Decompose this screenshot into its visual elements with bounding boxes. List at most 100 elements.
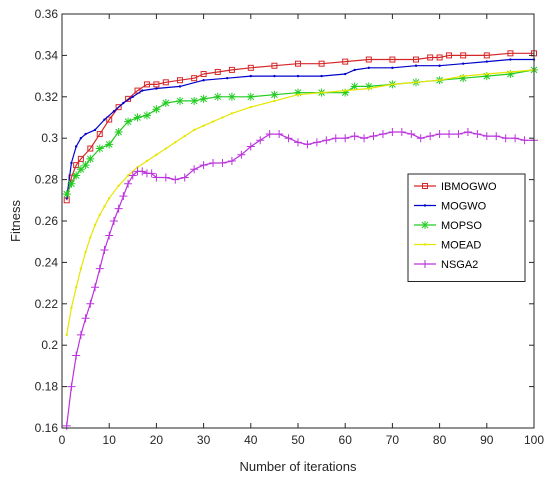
data-point-ibmogwo: [427, 54, 434, 61]
data-point-nsga2: [312, 138, 321, 147]
data-point-mopso: [190, 96, 199, 105]
data-point-moead: [192, 128, 196, 132]
data-point-mogwo: [93, 128, 97, 132]
data-point-mopso: [72, 171, 81, 180]
x-tick-label: 80: [433, 433, 447, 447]
data-point-ibmogwo: [73, 162, 80, 169]
y-tick-label: 0.2: [41, 338, 58, 352]
y-tick-label: 0.3: [41, 131, 58, 145]
data-point-nsga2: [62, 421, 71, 430]
data-point-mogwo: [296, 74, 300, 78]
data-point-nsga2: [138, 167, 147, 176]
data-point-ibmogwo: [200, 71, 207, 78]
data-point-mogwo: [74, 145, 78, 148]
data-point-mogwo: [155, 87, 158, 90]
data-point-moead: [320, 91, 323, 94]
data-point-moead: [98, 213, 101, 216]
y-tick-label: 0.22: [35, 297, 59, 311]
series-ibmogwo: [63, 50, 537, 204]
data-point-mopso: [364, 82, 373, 91]
series-line-ibmogwo: [66, 52, 534, 201]
data-point-mopso: [152, 105, 161, 114]
data-point-ibmogwo: [87, 145, 94, 152]
data-point-moead: [117, 184, 120, 188]
data-point-moead: [103, 205, 106, 208]
data-point-nsga2: [95, 264, 104, 273]
data-point-mogwo: [391, 66, 394, 70]
data-point-moead: [344, 89, 347, 92]
data-point-nsga2: [294, 138, 302, 147]
data-point-nsga2: [147, 169, 156, 178]
series-layer: [62, 50, 538, 430]
data-point-moead: [174, 141, 177, 144]
data-point-ibmogwo: [77, 155, 84, 162]
data-point-ibmogwo: [271, 62, 278, 69]
data-point-mogwo: [178, 85, 182, 88]
data-point-moead: [108, 197, 111, 200]
data-point-nsga2: [473, 130, 482, 139]
data-point-mopso: [142, 111, 151, 120]
y-tick-label: 0.24: [35, 255, 59, 269]
data-point-mopso: [176, 96, 184, 105]
data-point-moead: [273, 99, 276, 103]
x-tick-label: 60: [339, 433, 353, 447]
data-point-mogwo: [131, 95, 134, 99]
data-point-nsga2: [218, 159, 227, 168]
x-axis: 0 10 20 30 40 50 60 70 80 90 100: [59, 14, 544, 447]
data-point-mogwo: [103, 118, 106, 121]
data-point-ibmogwo: [318, 60, 325, 67]
data-point-mopso: [76, 165, 85, 174]
data-point-moead: [391, 83, 394, 86]
data-point-nsga2: [501, 134, 510, 143]
series-nsga2: [62, 127, 538, 430]
data-point-moead: [74, 286, 78, 289]
data-point-nsga2: [209, 159, 218, 168]
data-point-moead: [79, 267, 83, 270]
data-point-nsga2: [435, 130, 444, 139]
data-point-mopso: [81, 161, 90, 170]
x-tick-label: 100: [524, 433, 544, 447]
legend-item-mopso: MOPSO: [414, 220, 482, 232]
data-point-ibmogwo: [365, 56, 372, 63]
data-point-mopso: [227, 92, 236, 101]
data-point-mopso: [62, 190, 71, 199]
data-point-nsga2: [397, 127, 406, 136]
data-point-moead: [70, 306, 73, 310]
data-point-nsga2: [161, 173, 170, 182]
y-tick-label: 0.18: [35, 380, 59, 394]
data-point-moead: [367, 87, 370, 90]
data-point-moead: [414, 81, 418, 84]
data-point-moead: [249, 105, 252, 109]
data-point-nsga2: [275, 130, 284, 139]
x-tick-label: 50: [291, 433, 305, 447]
data-point-nsga2: [227, 156, 236, 165]
data-point-nsga2: [511, 134, 520, 143]
data-point-ibmogwo: [191, 75, 198, 82]
legend-marker-ibmogwo: [422, 183, 428, 189]
data-point-mogwo: [122, 101, 125, 105]
data-point-moead: [155, 153, 158, 156]
data-point-nsga2: [341, 134, 350, 143]
data-point-moead: [509, 70, 512, 74]
data-point-mopso: [506, 70, 515, 79]
data-point-mogwo: [353, 68, 356, 72]
data-point-ibmogwo: [143, 81, 150, 88]
y-tick-label: 0.26: [35, 214, 59, 228]
data-point-moead: [462, 74, 465, 78]
series-moead: [65, 68, 536, 337]
data-point-mogwo: [344, 72, 347, 76]
x-axis-label: Number of iterations: [239, 459, 357, 474]
y-tick-label: 0.34: [35, 48, 59, 62]
data-point-mogwo: [438, 64, 441, 67]
data-point-nsga2: [492, 132, 501, 141]
data-point-nsga2: [100, 245, 109, 254]
y-tick-label: 0.36: [35, 7, 59, 21]
data-point-moead: [202, 124, 205, 127]
data-point-mogwo: [414, 64, 418, 67]
data-point-nsga2: [86, 299, 95, 308]
data-point-mogwo: [79, 137, 83, 140]
data-point-moead: [93, 223, 97, 227]
data-point-ibmogwo: [106, 116, 113, 123]
series-line-moead: [66, 69, 535, 336]
data-point-nsga2: [171, 175, 180, 184]
